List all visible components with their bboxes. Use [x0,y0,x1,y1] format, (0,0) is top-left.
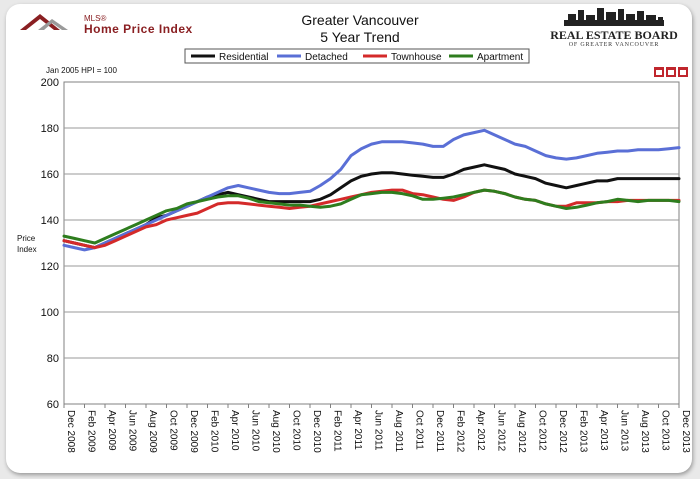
x-tick-label: Oct 2010 [291,410,302,451]
legend-box [184,48,530,64]
x-tick-label: Dec 2012 [557,410,568,453]
chart-subtitle: 5 Year Trend [320,29,400,45]
y-axis-label: Price [17,234,36,243]
x-tick-label: Dec 2009 [188,410,199,453]
board-subtitle: OF GREATER VANCOUVER [568,42,660,48]
y-axis-label: Index [17,245,37,254]
x-tick-label: Feb 2011 [332,410,343,452]
legend-label-residential: Residential [219,52,268,63]
x-tick-label: Jun 2010 [250,410,261,452]
partner-logos-icon [654,67,688,77]
house-logo-icon [20,14,68,30]
y-tick-label: 80 [47,353,59,365]
x-tick-label: Dec 2008 [65,410,76,453]
city-skyline-icon [564,8,664,26]
board-name: REAL ESTATE BOARD [550,28,678,42]
x-tick-label: Apr 2011 [352,410,363,450]
x-tick-label: Apr 2010 [229,410,240,451]
y-tick-label: 160 [41,169,59,181]
real-estate-board-logo: REAL ESTATE BOARD OF GREATER VANCOUVER [548,6,680,50]
x-tick-label: Dec 2010 [311,410,322,453]
x-tick-label: Aug 2010 [270,410,281,453]
hpi-base-note: Jan 2005 HPI = 100 [46,66,117,75]
x-tick-label: Jun 2012 [496,410,507,452]
x-tick-label: Jun 2009 [127,410,138,452]
x-tick-label: Aug 2011 [393,410,404,453]
x-tick-label: Aug 2009 [147,410,158,453]
chart-title: Greater Vancouver [301,12,419,28]
y-tick-label: 120 [41,261,59,273]
legend-label-detached: Detached [305,52,348,63]
x-tick-label: Feb 2010 [209,410,220,453]
x-tick-label: Apr 2012 [475,410,486,451]
plot-area [63,81,680,405]
y-tick-label: 200 [41,77,59,89]
x-tick-label: Jun 2011 [373,410,384,451]
legend-label-apartment: Apartment [477,52,523,63]
series-line-detached [62,128,681,252]
mls-hpi-logo: MLS® Home Price Index [16,10,206,36]
y-tick-label: 140 [41,215,59,227]
y-tick-label: 100 [41,307,59,319]
legend-label-townhouse: Townhouse [391,52,442,63]
x-tick-label: Oct 2009 [168,410,179,451]
x-tick-label: Apr 2009 [106,410,117,451]
x-tick-label: Oct 2013 [660,410,671,451]
x-tick-label: Jun 2013 [619,410,630,452]
x-tick-label: Apr 2013 [598,410,609,451]
x-tick-label: Feb 2013 [578,410,589,453]
x-tick-label: Dec 2013 [680,410,691,453]
x-tick-label: Dec 2011 [434,410,445,453]
x-tick-label: Oct 2011 [414,410,425,450]
x-tick-label: Aug 2012 [516,410,527,453]
mls-logo-registered: MLS® [84,14,107,23]
x-tick-label: Aug 2013 [639,410,650,453]
y-tick-label: 60 [47,399,59,411]
x-tick-label: Feb 2009 [86,410,97,453]
series-line-apartment [62,188,681,245]
x-tick-label: Feb 2012 [455,410,466,453]
y-tick-label: 180 [41,123,59,135]
mls-logo-text: Home Price Index [84,22,193,36]
x-tick-label: Oct 2012 [537,410,548,451]
